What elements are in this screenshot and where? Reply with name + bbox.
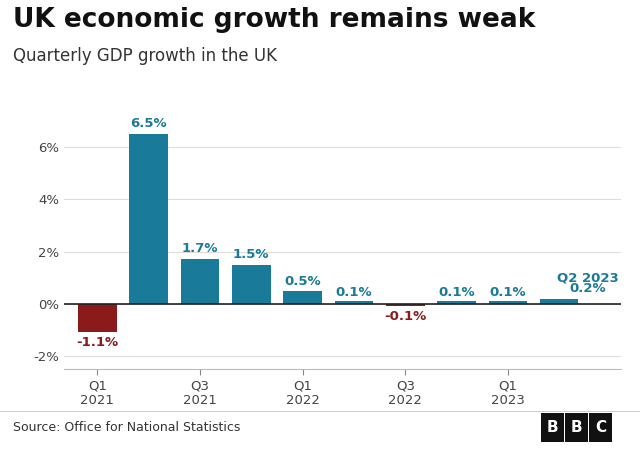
Text: 6.5%: 6.5% (131, 117, 167, 130)
Text: 1.5%: 1.5% (233, 248, 269, 261)
Bar (129, 134, 168, 304)
Text: Q2 2023: Q2 2023 (557, 271, 618, 284)
Text: -0.1%: -0.1% (384, 310, 426, 323)
Text: 1.7%: 1.7% (182, 243, 218, 256)
Bar (78, 304, 116, 333)
Text: -1.1%: -1.1% (76, 337, 118, 349)
Text: Quarterly GDP growth in the UK: Quarterly GDP growth in the UK (13, 47, 277, 65)
Text: C: C (595, 420, 607, 435)
Bar (540, 298, 579, 304)
Text: UK economic growth remains weak: UK economic growth remains weak (13, 7, 535, 33)
Text: B: B (571, 420, 582, 435)
Bar (335, 301, 373, 304)
Text: 0.1%: 0.1% (490, 286, 526, 298)
Bar (284, 291, 322, 304)
Text: 0.5%: 0.5% (284, 275, 321, 288)
Text: Source: Office for National Statistics: Source: Office for National Statistics (13, 421, 240, 434)
Text: 0.1%: 0.1% (335, 286, 372, 298)
Text: B: B (547, 420, 558, 435)
Bar (489, 301, 527, 304)
Bar (180, 259, 220, 304)
Text: 0.1%: 0.1% (438, 286, 475, 298)
Bar (232, 265, 271, 304)
Bar (386, 304, 424, 306)
Text: 0.2%: 0.2% (569, 283, 605, 295)
Bar (437, 301, 476, 304)
